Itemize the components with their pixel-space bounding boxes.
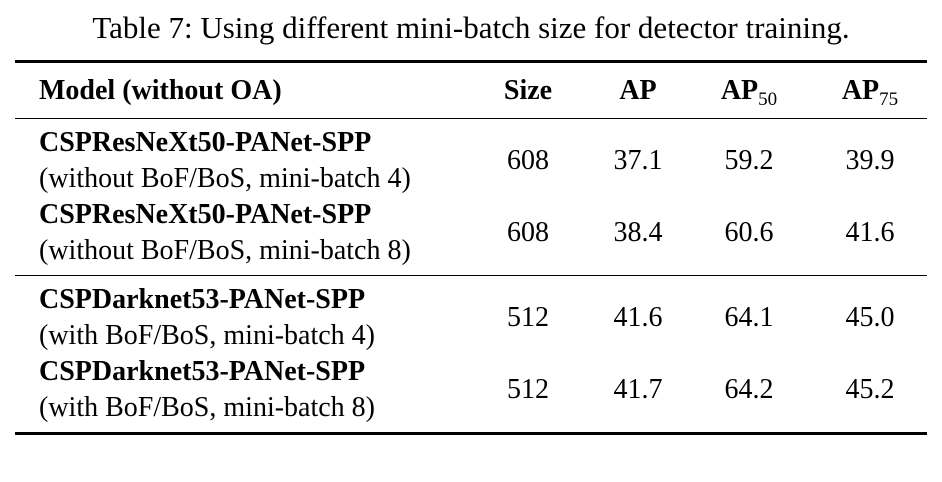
header-size: Size — [465, 60, 591, 119]
model-desc: (without BoF/BoS, mini-batch 4) — [39, 163, 411, 194]
header-ap50: AP50 — [685, 60, 813, 119]
header-ap50-base: AP — [720, 74, 759, 106]
header-row: Model (without OA) Size AP AP50 AP75 — [15, 60, 927, 119]
model-desc: (with BoF/BoS, mini-batch 8) — [39, 392, 375, 423]
ap-cell: 37.1 — [613, 145, 663, 176]
header-ap75-sub: 75 — [879, 88, 899, 110]
ap50-cell: 64.2 — [685, 354, 813, 435]
ap-cell: 41.7 — [591, 354, 685, 435]
model-cell: CSPResNeXt50-PANet-SPP (without BoF/BoS,… — [15, 119, 465, 198]
ap75-cell: 41.6 — [845, 217, 895, 248]
ap75-cell: 45.2 — [813, 354, 927, 435]
header-ap: AP — [591, 60, 685, 119]
model-desc: (without BoF/BoS, mini-batch 8) — [39, 235, 411, 266]
header-ap50-sub: 50 — [758, 88, 778, 110]
size-cell: 608 — [507, 217, 549, 248]
header-model: Model (without OA) — [15, 60, 465, 119]
ap50-cell: 59.2 — [724, 145, 774, 176]
ap75-cell: 39.9 — [845, 145, 895, 176]
ap50-cell: 60.6 — [724, 217, 774, 248]
model-cell: CSPResNeXt50-PANet-SPP (without BoF/BoS,… — [15, 197, 465, 276]
model-name: CSPDarknet53-PANet-SPP — [39, 356, 366, 387]
model-cell: CSPDarknet53-PANet-SPP (with BoF/BoS, mi… — [15, 275, 465, 354]
table-row: CSPDarknet53-PANet-SPP (with BoF/BoS, mi… — [15, 354, 927, 435]
model-name: CSPResNeXt50-PANet-SPP — [39, 127, 372, 158]
table-row: CSPResNeXt50-PANet-SPP (without BoF/BoS,… — [15, 197, 927, 276]
ap75-cell: 45.0 — [813, 275, 927, 354]
model-cell: CSPDarknet53-PANet-SPP (with BoF/BoS, mi… — [15, 354, 465, 435]
ap-cell: 38.4 — [613, 217, 663, 248]
header-ap75: AP75 — [813, 60, 927, 119]
model-desc: (with BoF/BoS, mini-batch 4) — [39, 320, 375, 351]
model-name: CSPResNeXt50-PANet-SPP — [39, 199, 372, 230]
size-cell: 512 — [465, 275, 591, 354]
header-ap75-base: AP — [841, 74, 880, 106]
size-cell: 512 — [465, 354, 591, 435]
size-cell: 608 — [507, 145, 549, 176]
results-table: Model (without OA) Size AP AP50 AP75 CSP… — [15, 60, 927, 435]
table-row: CSPDarknet53-PANet-SPP (with BoF/BoS, mi… — [15, 275, 927, 354]
table-caption: Table 7: Using different mini-batch size… — [92, 10, 850, 45]
table-row: CSPResNeXt50-PANet-SPP (without BoF/BoS,… — [15, 119, 927, 198]
ap-cell: 41.6 — [591, 275, 685, 354]
model-name: CSPDarknet53-PANet-SPP — [39, 284, 366, 315]
ap50-cell: 64.1 — [685, 275, 813, 354]
